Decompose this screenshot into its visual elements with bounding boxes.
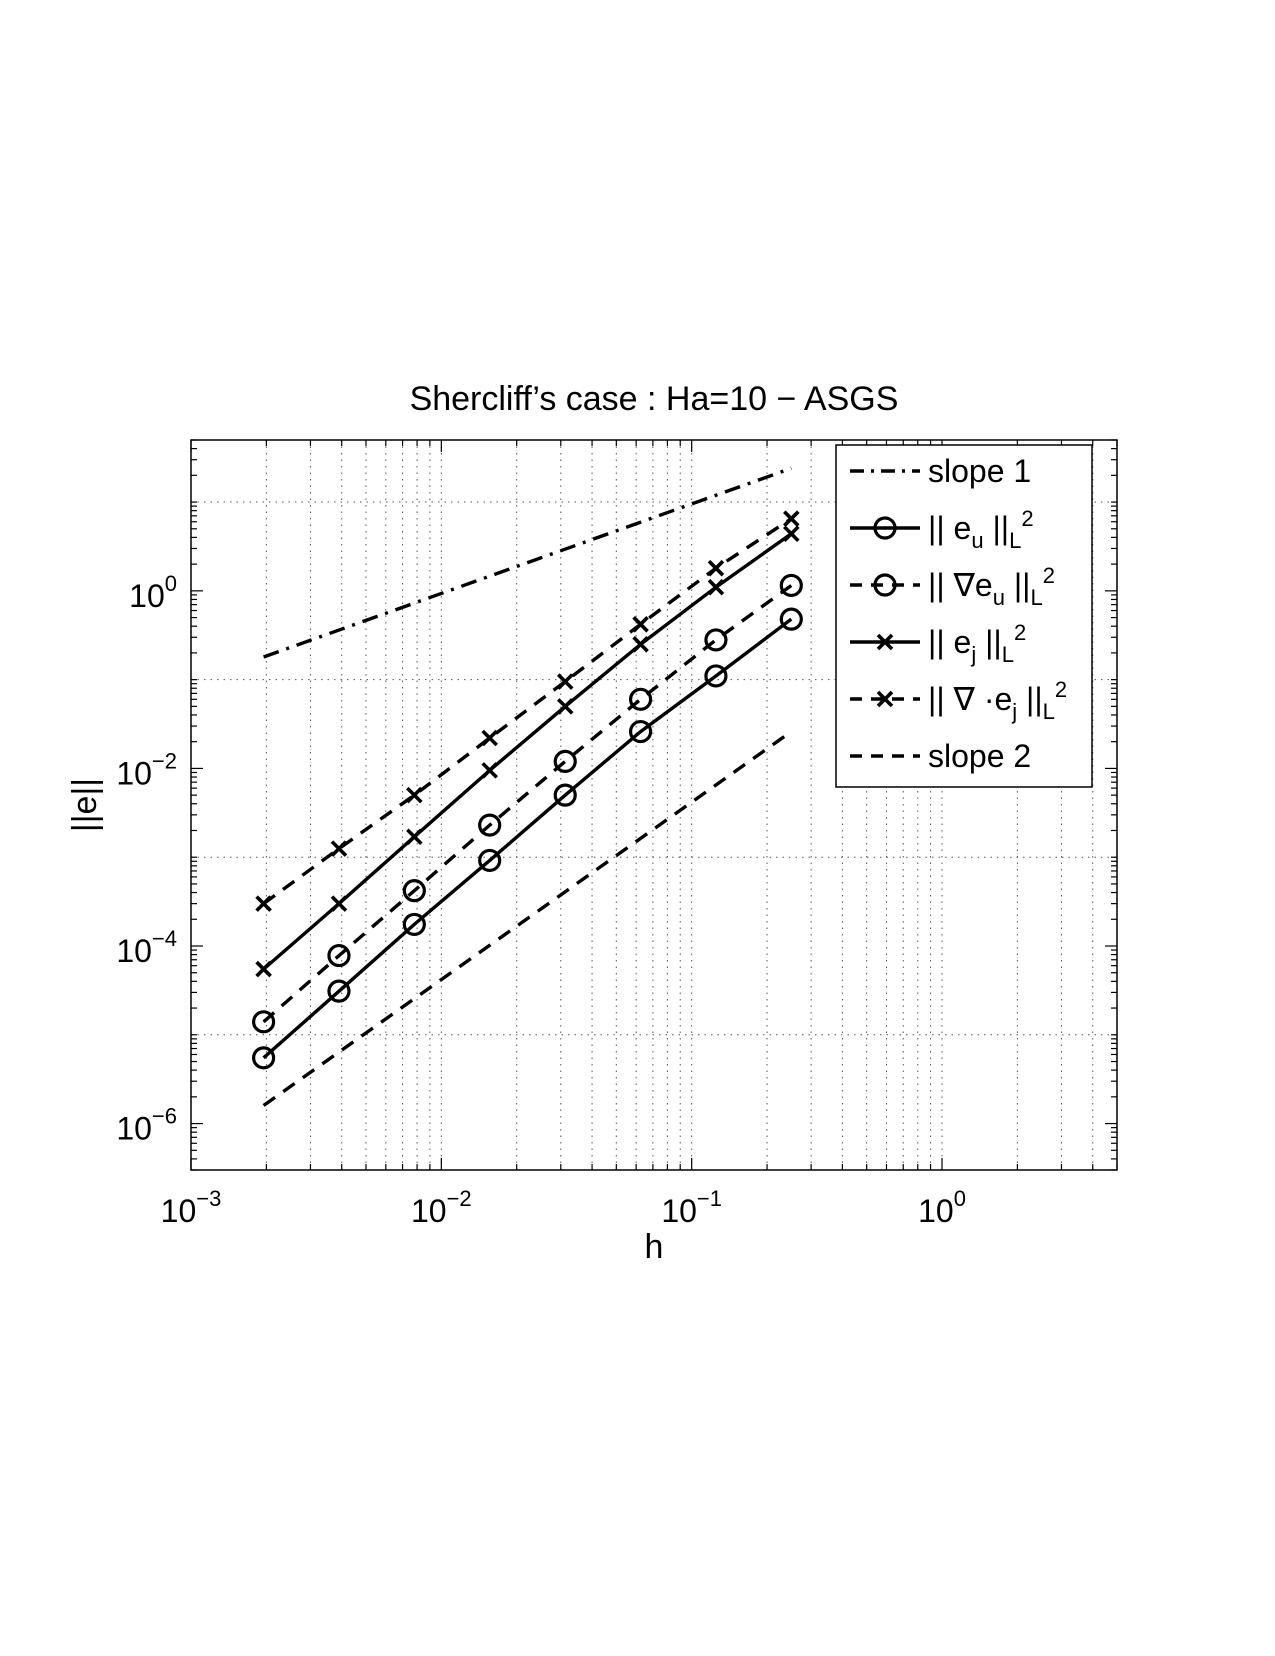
legend-label: slope 1 [928, 453, 1031, 489]
series-4 [255, 525, 800, 978]
data-point [327, 979, 351, 1003]
series-6 [262, 730, 793, 1107]
legend-entry: || ∇eu ||L2 [850, 563, 1055, 610]
legend-entry: slope 2 [850, 738, 1031, 774]
data-point [330, 840, 348, 857]
data-point [783, 510, 800, 527]
legend-marker [873, 573, 897, 597]
legend-entry: slope 1 [850, 453, 1031, 489]
data-point [330, 895, 348, 912]
data-point [481, 729, 498, 747]
data-point [553, 749, 577, 773]
legend-entry: || ∇ ·ej ||L2 [850, 677, 1067, 724]
data-point [255, 895, 272, 912]
legend: slope 1 || eu ||L2 || ∇eu ||L2 || ej ||L2 ||… [835, 444, 1093, 788]
data-point [779, 607, 803, 631]
data-point [704, 664, 728, 688]
legend-marker [876, 690, 894, 708]
series-2 [252, 607, 803, 1070]
data-point [478, 813, 502, 837]
legend-label: || ∇eu ||L2 [928, 563, 1055, 610]
x-tick-label: 100 [918, 1186, 966, 1229]
data-point [553, 783, 577, 807]
data-point [478, 848, 502, 873]
data-point [252, 1046, 276, 1070]
data-point [402, 879, 426, 903]
data-point [406, 786, 423, 804]
legend-label: slope 2 [928, 738, 1031, 774]
series-line [263, 466, 792, 659]
data-point [252, 1010, 276, 1034]
y-axis-label: ||e|| [66, 778, 104, 832]
series-1 [263, 466, 792, 659]
data-point [628, 719, 653, 744]
data-point [402, 912, 426, 937]
legend-box [835, 444, 1093, 788]
data-point [556, 673, 574, 690]
y-tick-label: 100 [129, 571, 177, 614]
series-line [262, 617, 793, 1060]
data-point [406, 828, 423, 846]
data-point [632, 616, 649, 633]
y-tick-label: 10−2 [116, 748, 177, 791]
legend-entry: || eu ||L2 [850, 506, 1034, 553]
series-3 [252, 573, 803, 1034]
data-point [327, 943, 351, 968]
legend-entry: || ej ||L2 [850, 620, 1026, 667]
data-point [556, 698, 574, 715]
series-line [262, 584, 793, 1024]
data-point [707, 578, 725, 596]
data-point [779, 573, 803, 598]
data-point [707, 559, 725, 577]
chart-title: Shercliff’s case : Ha=10 − ASGS [410, 380, 899, 418]
legend-label: || ej ||L2 [928, 620, 1026, 667]
x-tick-label: 10−2 [411, 1186, 472, 1229]
axis-ticks: 10−3 10−2 10−1 100 10−6 10−4 10−2 100 [116, 439, 1118, 1229]
data-point [632, 636, 649, 653]
legend-marker [873, 516, 897, 540]
series-line [262, 730, 793, 1107]
series-group [252, 466, 803, 1107]
data-point [704, 628, 728, 652]
x-tick-label: 10−3 [161, 1186, 222, 1229]
legend-label: || ∇ ·ej ||L2 [928, 677, 1067, 724]
data-point [783, 525, 800, 542]
series-5 [255, 510, 800, 912]
y-tick-label: 10−4 [116, 926, 177, 969]
x-tick-label: 10−1 [661, 1186, 722, 1229]
data-point [255, 960, 272, 978]
y-tick-label: 10−6 [116, 1104, 177, 1147]
legend-marker [876, 633, 894, 651]
series-line [262, 532, 793, 971]
plot-frame [190, 439, 1118, 1171]
series-line [262, 517, 793, 905]
data-point [481, 762, 498, 779]
legend-label: || eu ||L2 [928, 506, 1034, 553]
x-axis-label: h [645, 1228, 664, 1266]
data-point [628, 687, 653, 711]
